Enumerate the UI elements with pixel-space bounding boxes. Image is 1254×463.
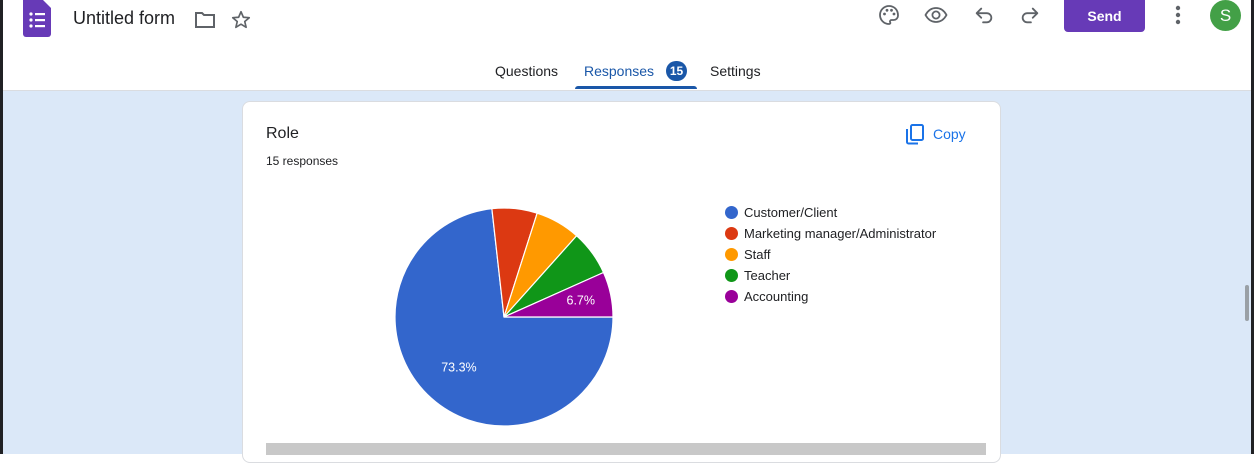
legend-item[interactable]: Teacher [725,265,936,286]
legend-swatch [725,290,738,303]
more-vert-icon[interactable] [1166,2,1190,28]
question-title: Role [266,125,299,142]
copy-chart-button[interactable]: Copy [905,120,966,148]
copy-icon [906,124,924,145]
scrollbar-thumb[interactable] [1245,285,1249,321]
folder-icon[interactable] [193,9,217,31]
legend-label: Accounting [744,289,809,304]
legend-label: Customer/Client [744,205,838,220]
responses-count-badge: 15 [666,61,687,81]
legend-item[interactable]: Accounting [725,286,936,307]
pie-slice-label: 6.7% [567,294,596,308]
account-avatar[interactable]: S [1210,0,1241,31]
legend-swatch [725,269,738,282]
legend-item[interactable]: Customer/Client [725,202,936,223]
active-tab-indicator [575,86,697,89]
send-button[interactable]: Send [1064,0,1145,32]
star-icon[interactable] [229,8,253,32]
legend-item[interactable]: Staff [725,244,936,265]
copy-label: Copy [933,126,966,142]
window-edge-left [0,0,3,454]
tab-questions[interactable]: Questions [495,63,559,79]
tab-responses[interactable]: Responses [584,63,655,79]
next-section-edge [266,443,986,455]
forms-logo-icon[interactable] [21,0,53,38]
response-count: 15 responses [266,154,339,168]
pie-chart: 73.3% 6.7% [394,207,614,427]
pie-slice-label: 73.3% [441,360,476,374]
chart-legend: Customer/Client Marketing manager/Adminis… [725,202,936,307]
legend-swatch [725,227,738,240]
window-edge-right [1251,0,1254,454]
redo-icon[interactable] [1017,2,1043,28]
undo-icon[interactable] [971,2,997,28]
question-summary-card: Role 15 responses Copy 73.3% 6.7% Custome… [242,101,1001,463]
legend-item[interactable]: Marketing manager/Administrator [725,223,936,244]
eye-icon[interactable] [923,2,949,28]
form-title[interactable]: Untitled form [73,8,176,28]
legend-swatch [725,248,738,261]
top-bar: Untitled form Send S Questions Responses… [3,0,1251,91]
tab-settings[interactable]: Settings [710,63,761,79]
legend-label: Marketing manager/Administrator [744,226,937,241]
legend-swatch [725,206,738,219]
legend-label: Staff [744,247,771,262]
legend-label: Teacher [744,268,791,283]
pie-slice-accounting[interactable] [503,271,614,318]
palette-icon[interactable] [876,2,902,28]
